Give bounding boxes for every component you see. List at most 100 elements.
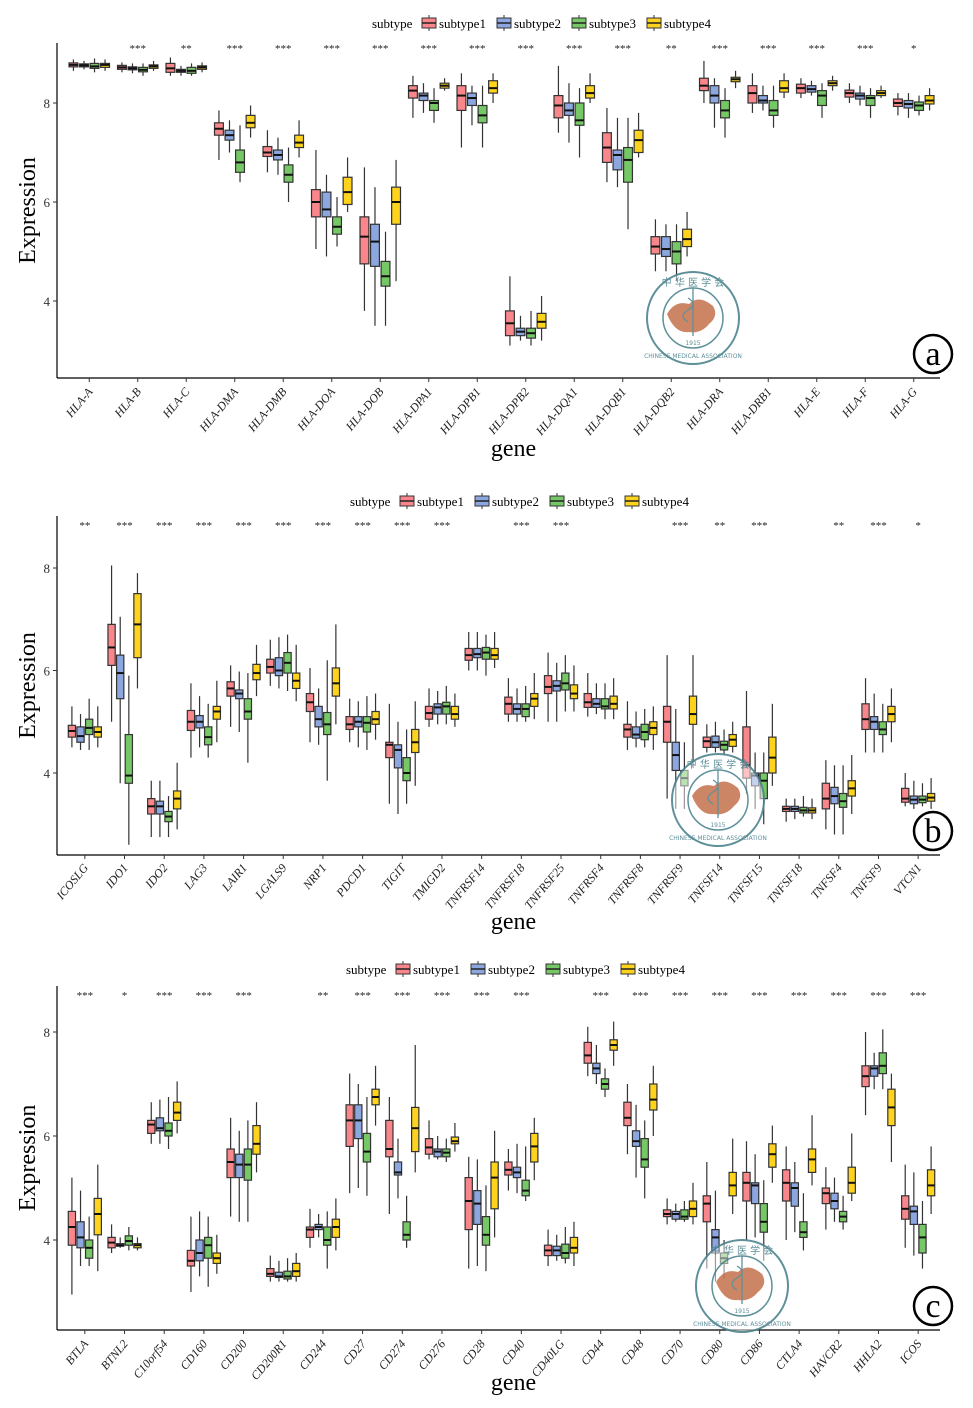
- box-subtype1: [821, 1167, 831, 1230]
- significance-label: ***: [518, 43, 535, 55]
- box-subtype1: [226, 1117, 235, 1217]
- significance-label: ***: [130, 43, 147, 55]
- iqr-box: [662, 705, 672, 743]
- box-subtype1: [266, 1255, 275, 1282]
- legend-label: subtype4: [638, 962, 685, 977]
- iqr-box: [76, 726, 85, 743]
- box-subtype4: [172, 1081, 182, 1134]
- iqr-box: [650, 236, 661, 255]
- iqr-box: [424, 1137, 434, 1155]
- box-subtype2: [393, 721, 403, 814]
- x-tick-label: TNFRSF4: [565, 861, 607, 907]
- box-subtype2: [869, 693, 879, 753]
- box-subtype2: [466, 85, 478, 126]
- significance-label: ***: [196, 990, 213, 1002]
- box-subtype3: [680, 1201, 689, 1222]
- watermark-top-text: 中 华 医 学 会: [687, 758, 750, 771]
- box-subtype4: [847, 1133, 856, 1201]
- iqr-box: [569, 684, 579, 700]
- panel-label-circle: [912, 1285, 954, 1327]
- significance-label: ***: [275, 43, 292, 55]
- gene-group-TNFSF18: TNFSF18: [764, 796, 817, 906]
- iqr-box: [750, 1182, 760, 1205]
- x-tick-label: CD27: [340, 1336, 370, 1368]
- box-subtype4: [331, 624, 341, 725]
- significance-label: ***: [513, 520, 530, 532]
- legend-item-subtype1: subtype1: [399, 493, 464, 509]
- box-subtype1: [821, 760, 831, 830]
- iqr-box: [869, 716, 879, 731]
- significance-label: **: [181, 43, 192, 55]
- box-subtype2: [515, 315, 526, 341]
- iqr-box: [865, 94, 876, 107]
- significance-label: ***: [116, 520, 133, 532]
- iqr-box: [477, 104, 488, 124]
- iqr-box: [226, 1148, 235, 1179]
- box-subtype2: [76, 1190, 85, 1266]
- gene-group-BTLA: BTLA ***: [62, 990, 103, 1367]
- y-tick-label: 8: [44, 1025, 51, 1040]
- box-subtype4: [887, 1073, 896, 1162]
- box-subtype1: [262, 130, 273, 173]
- box-subtype1: [702, 724, 712, 753]
- box-subtype2: [903, 93, 914, 118]
- gene-group-TNFSF4: TNFSF4 **: [808, 520, 856, 902]
- box-subtype2: [552, 662, 561, 722]
- iqr-box: [504, 1161, 513, 1176]
- box-subtype2: [790, 798, 800, 820]
- box-subtype4: [411, 701, 420, 786]
- box-subtype1: [662, 655, 672, 799]
- x-tick-label: HLA-DPB2: [485, 385, 532, 438]
- box-subtype2: [631, 1104, 641, 1178]
- significance-label: ***: [372, 43, 389, 55]
- x-tick-label: HLA-DRA: [683, 384, 727, 433]
- box-subtype2: [115, 616, 125, 784]
- gene-group-HLA-DPA1: HLA-DPA1 ***: [389, 43, 450, 436]
- box-subtype3: [402, 1195, 411, 1248]
- iqr-box: [235, 1153, 244, 1179]
- x-tick-label: TNFRSF8: [605, 861, 647, 907]
- gene-group-IDO2: IDO2 ***: [142, 520, 182, 892]
- box-subtype4: [847, 755, 856, 814]
- iqr-box: [84, 718, 94, 736]
- significance-label: ***: [156, 520, 173, 532]
- iqr-box: [310, 189, 321, 218]
- iqr-box: [391, 186, 402, 225]
- significance-label: ***: [857, 43, 874, 55]
- iqr-box: [553, 94, 564, 119]
- legend-label: subtype4: [664, 16, 711, 31]
- box-subtype2: [272, 137, 284, 175]
- iqr-box: [442, 701, 451, 715]
- iqr-box: [402, 757, 411, 782]
- box-subtype4: [450, 693, 460, 727]
- y-tick-label: 4: [44, 294, 51, 309]
- x-tick-label: CD200R1: [248, 1337, 290, 1383]
- box-subtype4: [371, 1065, 380, 1126]
- box-subtype3: [380, 231, 391, 326]
- iqr-box: [543, 675, 553, 695]
- box-subtype3: [89, 58, 100, 73]
- box-subtype2: [314, 688, 323, 745]
- gene-group-TNFRSF8: TNFRSF8: [605, 701, 658, 907]
- box-subtype3: [234, 125, 246, 183]
- panel-label-circle: [912, 333, 954, 375]
- iqr-box: [362, 1132, 372, 1163]
- iqr-box: [234, 149, 246, 173]
- iqr-box: [918, 1223, 927, 1254]
- iqr-box: [385, 741, 394, 759]
- y-axis-title: Expression: [15, 1105, 41, 1212]
- iqr-box: [768, 99, 779, 116]
- significance-label: ***: [712, 43, 729, 55]
- box-subtype1: [747, 73, 758, 113]
- box-subtype3: [362, 696, 372, 750]
- iqr-box: [640, 1137, 649, 1168]
- iqr-box: [411, 1106, 420, 1153]
- gene-group-TNFRSF18: TNFRSF18 ***: [482, 520, 539, 912]
- x-tick-label: CD40: [498, 1337, 527, 1368]
- significance-label: ***: [809, 43, 826, 55]
- box-subtype3: [719, 729, 729, 756]
- x-tick-label: TNFRSF25: [521, 861, 567, 912]
- iqr-box: [711, 1228, 720, 1254]
- gene-group-IDO1: IDO1 ***: [102, 520, 142, 892]
- iqr-box: [294, 134, 305, 149]
